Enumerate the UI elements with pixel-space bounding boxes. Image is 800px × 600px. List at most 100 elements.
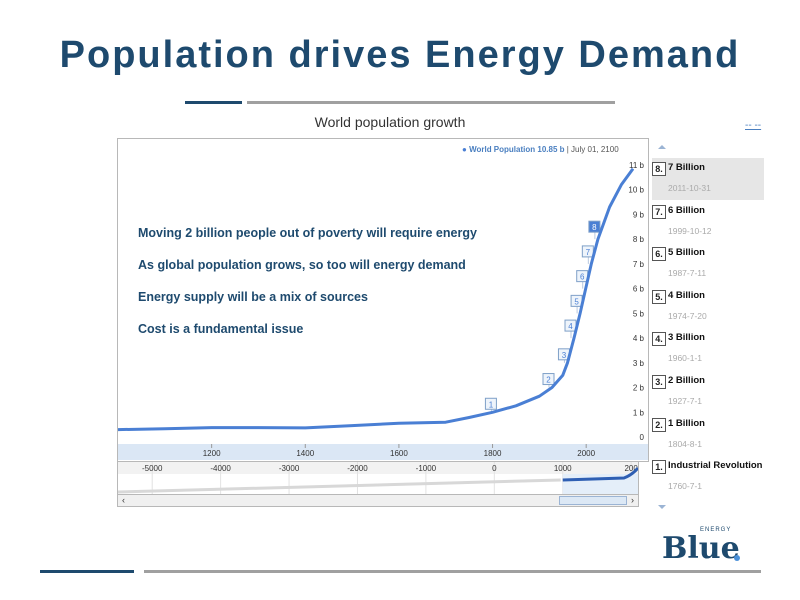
side-scroll-down-icon[interactable] bbox=[655, 500, 669, 512]
timeline-overview[interactable]: -5000 -4000 -3000 -2000 -1000 0 1000 200 bbox=[117, 461, 639, 495]
event-date: 1960-1-1 bbox=[668, 353, 703, 364]
event-date: 1760-7-1 bbox=[668, 481, 703, 492]
chart-title: World population growth bbox=[314, 114, 466, 130]
bullet-2: As global population grows, so too will … bbox=[138, 258, 466, 272]
x-tick-label: 1400 bbox=[296, 449, 314, 458]
tooltip-value: 10.85 b bbox=[537, 145, 565, 154]
slide-title: Population drives Energy Demand bbox=[59, 34, 741, 76]
title-rule-light bbox=[247, 101, 615, 104]
population-chart-svg: 1200 1400 1600 1800 2000 0 1 b 2 b 3 b 4 b 5 b 6 b 7… bbox=[118, 161, 648, 460]
timeline-selected-line bbox=[562, 467, 638, 482]
event-label: 5 Billion bbox=[668, 247, 705, 259]
x-tick-label: 1600 bbox=[390, 449, 408, 458]
y-tick-label: 8 b bbox=[633, 235, 645, 244]
timeline-tick-label: 200 bbox=[624, 464, 638, 473]
event-date: 2011-10-31 bbox=[668, 183, 711, 193]
population-line bbox=[118, 167, 635, 432]
timeline-tick-label: -5000 bbox=[142, 464, 163, 473]
logo-subtext: ENERGY bbox=[700, 527, 732, 533]
top-link[interactable]: -- -- bbox=[745, 120, 762, 131]
x-tick-label: 2000 bbox=[577, 449, 595, 458]
event-date: 1927-7-1 bbox=[668, 396, 703, 406]
annotation-label: 6 bbox=[580, 273, 585, 282]
event-label: 3 Billion bbox=[668, 332, 705, 344]
annotation-label: 8 bbox=[592, 223, 597, 232]
timeline-axis-band bbox=[118, 462, 638, 474]
timeline-tick-label: 1000 bbox=[554, 464, 572, 473]
event-badge: 6. bbox=[652, 247, 666, 262]
event-item[interactable]: 4. 3 Billion 1960-1-1 bbox=[652, 328, 764, 370]
timeline-history-line bbox=[118, 478, 561, 494]
event-item[interactable]: 5. 4 Billion 1974-7-20 bbox=[652, 286, 764, 328]
y-tick-label: 3 b bbox=[633, 359, 645, 368]
timeline-tick-label: -2000 bbox=[347, 464, 368, 473]
y-tick-label: 9 b bbox=[633, 210, 645, 219]
footer-rule-dark bbox=[40, 570, 134, 573]
y-tick-label: 4 b bbox=[633, 334, 645, 343]
tooltip-date: July 01, 2100 bbox=[571, 145, 619, 154]
company-logo: Blue bbox=[662, 531, 740, 566]
x-tick-label: 1800 bbox=[484, 449, 502, 458]
annotation-label: 4 bbox=[568, 322, 573, 331]
event-date: 1804-8-1 bbox=[668, 438, 703, 449]
y-tick-label: 1 b bbox=[633, 408, 645, 417]
event-item[interactable]: 8. 7 Billion 2011-10-31 bbox=[652, 158, 764, 200]
bullet-3: Energy supply will be a mix of sources bbox=[138, 290, 368, 304]
scroll-thumb[interactable] bbox=[559, 496, 627, 505]
event-badge: 5. bbox=[652, 289, 666, 304]
scroll-right-icon[interactable]: › bbox=[631, 495, 634, 505]
annotation-label: 2 bbox=[546, 376, 551, 385]
chart-tooltip: ● World Population 10.85 b | July 01, 21… bbox=[462, 145, 619, 154]
annotation-label: 1 bbox=[489, 400, 494, 409]
event-label: 7 Billion bbox=[668, 162, 705, 173]
event-label: 4 Billion bbox=[668, 289, 705, 301]
y-tick-label: 5 b bbox=[633, 309, 645, 318]
timeline-svg: -5000 -4000 -3000 -2000 -1000 0 1000 200 bbox=[118, 462, 638, 494]
y-tick-label: 11 b bbox=[629, 161, 645, 170]
tooltip-dot: ● bbox=[462, 145, 470, 154]
event-item[interactable]: 1. Industrial Revolution 1760-7-1 bbox=[652, 456, 764, 498]
event-badge: 1. bbox=[652, 460, 666, 475]
footer-rule-light bbox=[144, 570, 761, 573]
scroll-left-icon[interactable]: ‹ bbox=[122, 495, 125, 505]
annotation-label: 7 bbox=[586, 248, 591, 257]
event-badge: 8. bbox=[652, 162, 666, 176]
timeline-tick-label: -4000 bbox=[210, 464, 231, 473]
event-date: 1987-7-11 bbox=[668, 268, 707, 279]
event-date: 1974-7-20 bbox=[668, 310, 707, 321]
timeline-tick-label: -3000 bbox=[279, 464, 300, 473]
side-scroll-up-icon[interactable] bbox=[655, 140, 669, 152]
y-tick-label: 7 b bbox=[633, 260, 645, 269]
annotation-flag[interactable] bbox=[588, 220, 601, 233]
event-date: 1999-10-12 bbox=[668, 225, 712, 236]
annotation-flag[interactable] bbox=[484, 397, 497, 410]
event-item[interactable]: 7. 6 Billion 1999-10-12 bbox=[652, 201, 764, 243]
event-item[interactable]: 3. 2 Billion 1927-7-1 bbox=[652, 371, 764, 413]
annotation-label: 3 bbox=[562, 351, 567, 360]
y-tick-label: 6 b bbox=[633, 285, 645, 294]
population-chart[interactable]: 1200 1400 1600 1800 2000 0 1 b 2 b 3 b 4 b 5 b 6 b 7… bbox=[117, 138, 649, 462]
timeline-tick-label: 0 bbox=[492, 464, 497, 473]
annotation-label: 5 bbox=[574, 297, 579, 306]
event-badge: 3. bbox=[652, 375, 666, 389]
x-tick-label: 1200 bbox=[203, 449, 221, 458]
bullet-1: Moving 2 billion people out of poverty w… bbox=[138, 226, 477, 240]
y-tick-label: 2 b bbox=[633, 384, 645, 393]
event-label: 1 Billion bbox=[668, 417, 705, 429]
event-item[interactable]: 2. 1 Billion 1804-8-1 bbox=[652, 414, 764, 456]
tooltip-series: World Population bbox=[469, 145, 536, 154]
bullet-4: Cost is a fundamental issue bbox=[138, 322, 304, 336]
event-label: Industrial Revolution bbox=[668, 460, 763, 472]
annotation-flag[interactable] bbox=[542, 373, 555, 386]
event-label: 6 Billion bbox=[668, 204, 705, 216]
timeline-scrollbar[interactable]: ‹ › bbox=[117, 494, 639, 507]
x-axis-band bbox=[118, 444, 648, 460]
title-rule-dark bbox=[185, 101, 242, 104]
logo-dot-icon bbox=[734, 555, 740, 561]
event-item[interactable]: 6. 5 Billion 1987-7-11 bbox=[652, 243, 764, 285]
event-badge: 2. bbox=[652, 417, 666, 432]
y-tick-label: 10 b bbox=[628, 186, 644, 195]
event-badge: 4. bbox=[652, 332, 666, 347]
event-label: 2 Billion bbox=[668, 375, 705, 386]
event-badge: 7. bbox=[652, 204, 666, 219]
